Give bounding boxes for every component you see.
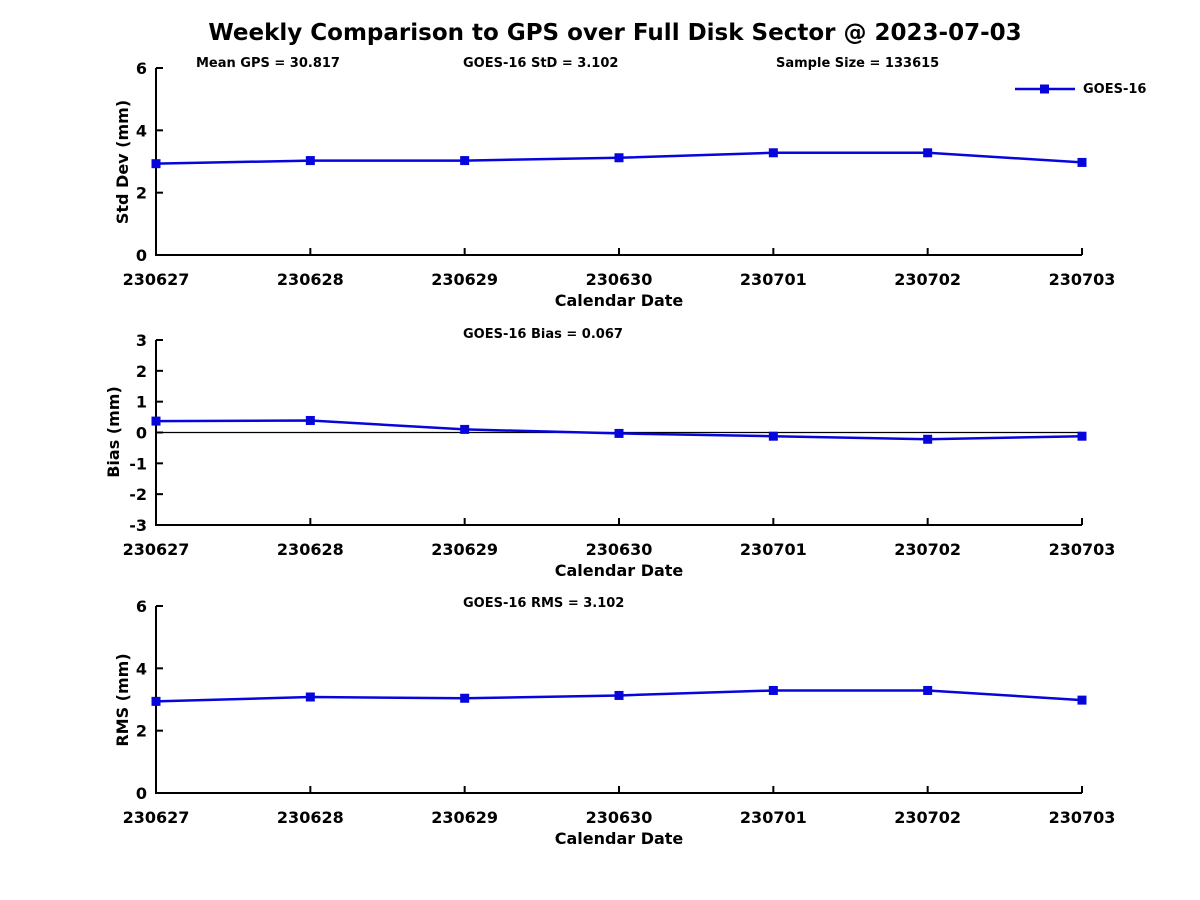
- svg-text:2: 2: [136, 184, 147, 203]
- svg-text:230701: 230701: [740, 540, 807, 559]
- svg-text:230703: 230703: [1049, 270, 1116, 289]
- legend: GOES-16: [1013, 79, 1146, 99]
- xlabel-calendar-date-bottom: Calendar Date: [554, 829, 684, 848]
- svg-text:4: 4: [136, 121, 147, 140]
- legend-label: GOES-16: [1083, 81, 1147, 97]
- svg-text:230630: 230630: [586, 540, 653, 559]
- svg-text:230628: 230628: [277, 808, 344, 827]
- svg-text:230703: 230703: [1049, 540, 1116, 559]
- svg-text:0: 0: [136, 784, 147, 803]
- svg-text:3: 3: [136, 331, 147, 350]
- svg-text:6: 6: [136, 59, 147, 78]
- svg-text:230627: 230627: [123, 270, 190, 289]
- svg-text:230702: 230702: [894, 540, 961, 559]
- svg-text:230628: 230628: [277, 270, 344, 289]
- svg-text:230703: 230703: [1049, 808, 1116, 827]
- legend-line-marker-icon: [1015, 84, 1075, 94]
- annotation-sample-size: Sample Size = 133615: [776, 56, 940, 71]
- svg-text:230629: 230629: [431, 540, 498, 559]
- svg-text:-2: -2: [129, 485, 147, 504]
- svg-text:230627: 230627: [123, 808, 190, 827]
- svg-text:0: 0: [136, 424, 147, 443]
- svg-text:-1: -1: [129, 454, 147, 473]
- svg-text:230701: 230701: [740, 270, 807, 289]
- svg-text:0: 0: [136, 246, 147, 265]
- svg-text:230629: 230629: [431, 808, 498, 827]
- svg-text:230701: 230701: [740, 808, 807, 827]
- svg-text:230702: 230702: [894, 270, 961, 289]
- svg-text:230702: 230702: [894, 808, 961, 827]
- svg-text:230630: 230630: [586, 808, 653, 827]
- subplot-bias-title: GOES-16 Bias = 0.067: [463, 327, 623, 342]
- subplot-rms-title: GOES-16 RMS = 3.102: [463, 596, 625, 611]
- svg-text:2: 2: [136, 362, 147, 381]
- annotation-mean-gps: Mean GPS = 30.817: [196, 56, 340, 71]
- svg-text:1: 1: [136, 393, 147, 412]
- xlabel-calendar-date-top: Calendar Date: [554, 291, 684, 310]
- xlabel-calendar-date-middle: Calendar Date: [554, 561, 684, 580]
- svg-text:4: 4: [136, 659, 147, 678]
- svg-text:6: 6: [136, 597, 147, 616]
- svg-text:230627: 230627: [123, 540, 190, 559]
- chart-title: Weekly Comparison to GPS over Full Disk …: [208, 20, 1022, 46]
- svg-text:-3: -3: [129, 516, 147, 535]
- svg-text:2: 2: [136, 722, 147, 741]
- svg-text:230629: 230629: [431, 270, 498, 289]
- svg-text:230628: 230628: [277, 540, 344, 559]
- annotation-goes16-std: GOES-16 StD = 3.102: [463, 56, 619, 71]
- svg-text:230630: 230630: [586, 270, 653, 289]
